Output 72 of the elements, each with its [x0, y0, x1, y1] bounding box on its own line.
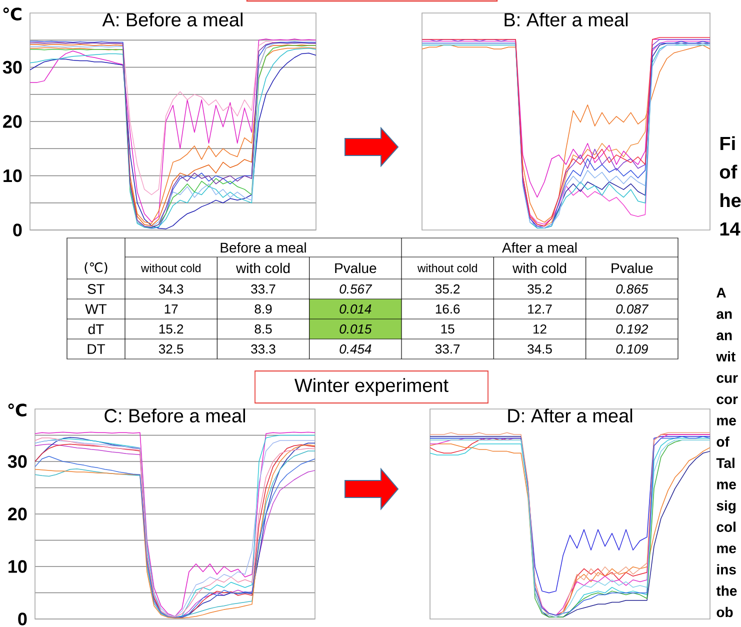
- text: Fi: [720, 136, 735, 150]
- category-label: WT: [85, 304, 107, 314]
- text: with cold: [236, 262, 290, 274]
- chart-title: B: After a meal: [504, 12, 628, 26]
- data-label: 0.865: [616, 284, 648, 294]
- text: an: [716, 311, 732, 319]
- text: me: [717, 418, 736, 426]
- data-label: 35.2: [435, 284, 460, 294]
- y-tick-label: 30: [8, 455, 27, 468]
- text: After a meal: [502, 242, 577, 253]
- y-tick-label: 10: [8, 560, 27, 573]
- text: an: [716, 332, 732, 340]
- text: (℃): [84, 262, 108, 274]
- y-tick-label: 20: [8, 508, 27, 520]
- data-label: 15: [441, 324, 454, 334]
- text: without cold: [140, 264, 200, 272]
- chart-title: C: Before a meal: [104, 408, 245, 422]
- text: me: [717, 546, 736, 554]
- data-label: 16.6: [436, 304, 460, 314]
- data-label: 33.7: [435, 344, 460, 354]
- text: col: [716, 522, 736, 532]
- data-label: 0.014: [340, 304, 372, 314]
- y-tick-label: 30: [2, 60, 22, 74]
- category-label: ST: [88, 284, 105, 294]
- y-tick-label: 20: [3, 115, 22, 128]
- data-label: 0.567: [340, 284, 372, 294]
- chart-title: A: Before a meal: [102, 12, 242, 26]
- text: Winter experiment: [294, 378, 448, 396]
- text: A: [716, 288, 726, 298]
- text: cor: [716, 396, 738, 404]
- data-label: 8.5: [254, 324, 272, 334]
- data-label: 0.109: [616, 344, 648, 354]
- y-axis-title: ℃: [8, 404, 26, 416]
- text: wit: [716, 351, 736, 362]
- y-axis-title: ℃: [3, 8, 22, 20]
- text: sig: [716, 500, 736, 514]
- series-label: Pvalue: [335, 262, 376, 274]
- data-label: 12: [534, 324, 546, 334]
- text: me: [717, 482, 736, 490]
- category-label: DT: [88, 344, 106, 354]
- y-tick-label: 0: [18, 612, 27, 626]
- data-label: 8.9: [254, 304, 272, 314]
- data-label: 35.2: [528, 284, 552, 294]
- text: of: [716, 436, 730, 447]
- data-label: 34.5: [528, 344, 552, 354]
- y-tick-label: 0: [13, 224, 22, 236]
- data-label: 0.087: [616, 304, 649, 314]
- data-label: 0.192: [616, 324, 648, 334]
- text: ins: [717, 564, 736, 575]
- data-label: 32.5: [158, 344, 184, 354]
- data-label: 33.7: [251, 284, 276, 294]
- data-label: 33.3: [251, 344, 276, 354]
- text: he: [720, 193, 741, 208]
- text: without cold: [417, 264, 477, 272]
- text: with cold: [512, 262, 566, 274]
- y-tick-label: 10: [4, 169, 22, 182]
- text: ob: [716, 606, 733, 618]
- chart-title: D: After a meal: [508, 408, 632, 422]
- data-label: 0.454: [340, 344, 372, 354]
- text: the: [716, 586, 737, 596]
- text: 14: [720, 222, 740, 236]
- data-label: 12.7: [528, 304, 552, 314]
- data-label: 0.015: [340, 324, 372, 334]
- text: cur: [716, 375, 738, 383]
- data-label: 17: [164, 304, 178, 314]
- text: Pvalue: [612, 262, 653, 274]
- data-label: 15.2: [159, 324, 184, 334]
- text: of: [720, 164, 738, 179]
- category-label: dT: [88, 324, 104, 334]
- data-label: 34.3: [158, 284, 184, 294]
- text: Tal: [716, 458, 734, 468]
- text: Before a meal: [220, 242, 306, 253]
